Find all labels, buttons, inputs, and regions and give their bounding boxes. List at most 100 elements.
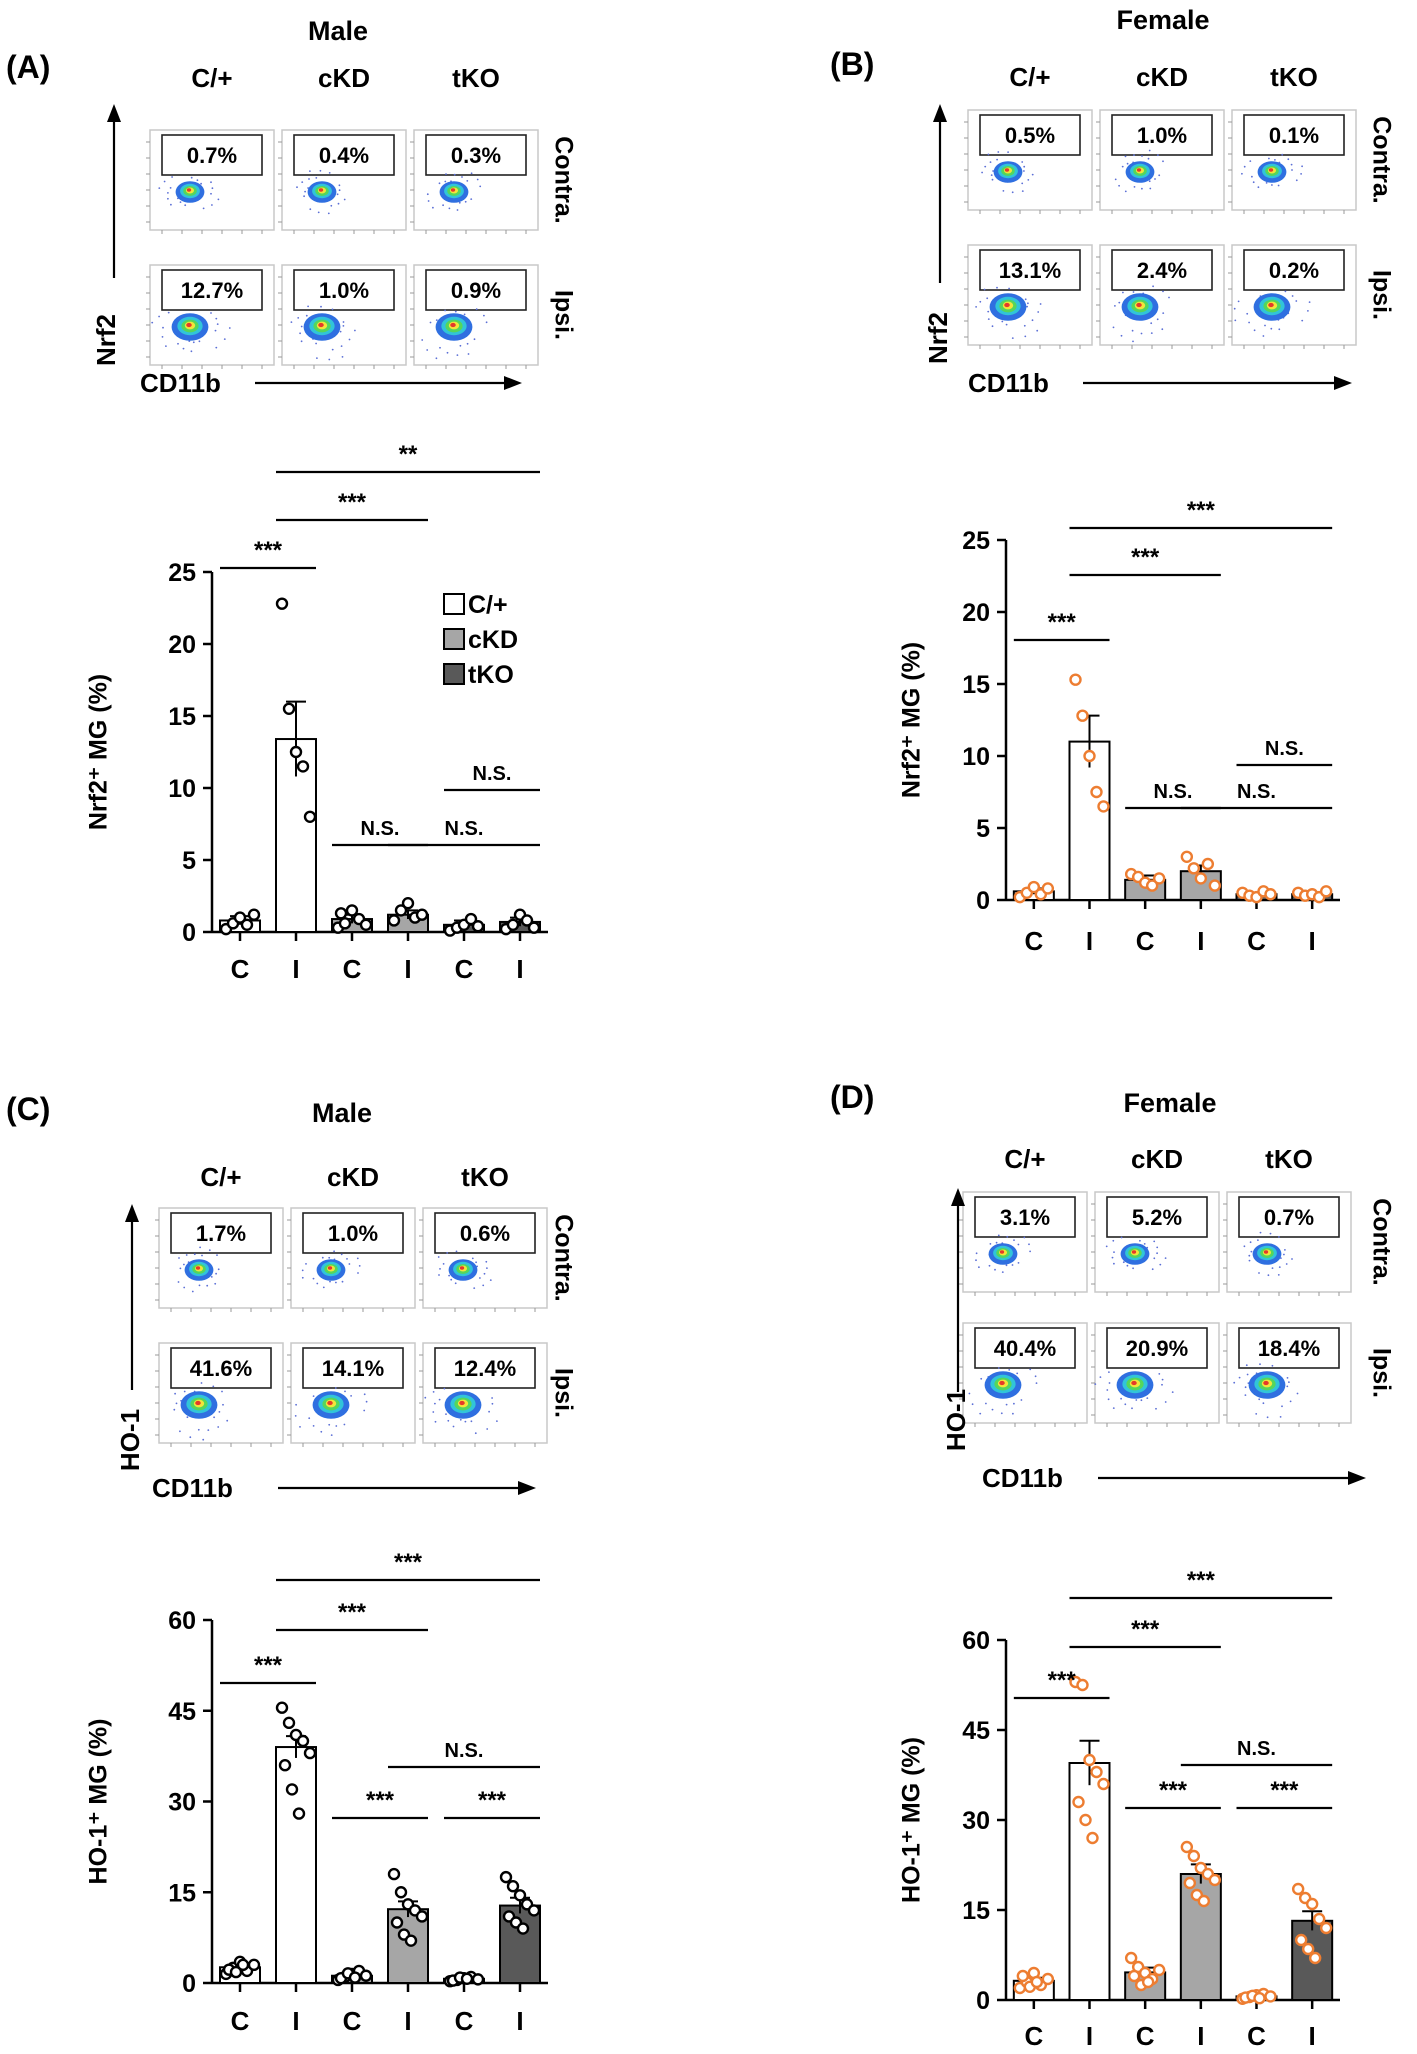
flow-scatter-dot — [426, 349, 429, 351]
flow-scatter-dot — [363, 1393, 366, 1396]
data-point — [1308, 1951, 1322, 1965]
flow-plot: 18.4% — [1223, 1322, 1352, 1427]
sex-title: Female — [1116, 5, 1209, 35]
flow-scatter-dot — [1162, 160, 1164, 163]
flow-density-red — [327, 1266, 333, 1270]
gate-percent: 2.4% — [1137, 258, 1187, 283]
flow-scatter-dot — [1120, 334, 1123, 337]
flow-scatter-dot — [1168, 296, 1170, 299]
flow-scatter-dot — [1112, 326, 1115, 329]
data-point — [345, 904, 359, 917]
legend-swatch — [443, 663, 465, 685]
data-point — [338, 917, 352, 930]
gate-box — [170, 1212, 272, 1254]
flow-scatter-dot — [1139, 1239, 1141, 1242]
flow-scatter-dot — [491, 1397, 493, 1399]
flow-scatter-dot — [312, 1425, 315, 1427]
flow-scatter-dot — [1020, 1399, 1023, 1401]
x-arrow-head — [518, 1481, 536, 1495]
group-header: C/+ — [1009, 62, 1050, 92]
flow-scatter-dot — [1120, 1236, 1123, 1239]
data-point — [1072, 1795, 1085, 1809]
x-tick-label: C — [1024, 926, 1043, 956]
y-tick-label: 0 — [976, 1987, 990, 2015]
flow-scatter-dot — [1029, 1368, 1032, 1371]
flow-scatter-dot — [482, 1284, 485, 1287]
data-point — [236, 1958, 250, 1972]
flow-scatter-dot — [320, 305, 322, 308]
flow-scatter-dot — [1290, 163, 1293, 166]
significance-label: *** — [1270, 1777, 1299, 1804]
flow-scatter-dot — [1150, 322, 1153, 325]
data-point — [1180, 1840, 1194, 1854]
flow-plot: 0.7% — [1223, 1191, 1352, 1296]
flow-density-red — [318, 188, 324, 192]
flow-scatter-dot — [177, 1281, 180, 1283]
flow-scatter-dot — [427, 200, 430, 202]
flow-scatter-dot — [210, 1276, 213, 1278]
flow-scatter-dot — [322, 1286, 325, 1289]
flow-scatter-dot — [192, 341, 195, 344]
flow-scatter-dot — [330, 1434, 333, 1436]
flow-scatter-dot — [221, 1390, 223, 1393]
flow-scatter-dot — [1267, 1274, 1270, 1277]
flow-scatter-dot — [1234, 319, 1237, 322]
flow-scatter-dot — [1148, 149, 1151, 152]
gate-box — [1238, 1196, 1340, 1238]
x-tick-label: I — [292, 2006, 299, 2036]
flow-scatter-dot — [1243, 1245, 1246, 1248]
flow-scatter-dot — [179, 201, 182, 204]
gate-box — [170, 1347, 272, 1389]
flow-scatter-dot — [301, 1269, 304, 1272]
flow-scatter-dot — [328, 172, 331, 174]
flow-scatter-dot — [1271, 1364, 1274, 1367]
flow-scatter-dot — [994, 1268, 996, 1271]
x-arrow-head — [1334, 376, 1352, 390]
flow-scatter-dot — [216, 323, 219, 325]
flow-plot: 1.7% — [155, 1207, 284, 1312]
flow-scatter-dot — [222, 1403, 224, 1406]
flow-plot: 13.1% — [964, 244, 1093, 349]
gate-box — [425, 269, 527, 311]
flow-plot: 2.4% — [1096, 244, 1225, 349]
flow-scatter-dot — [1037, 311, 1040, 313]
flow-scatter-dot — [343, 1423, 346, 1426]
flow-scatter-dot — [453, 173, 456, 176]
data-point — [247, 1958, 261, 1972]
y-tick-label: 15 — [962, 671, 990, 699]
flow-scatter-dot — [459, 1418, 462, 1421]
flow-scatter-dot — [223, 338, 226, 340]
flow-scatter-dot — [471, 1257, 474, 1260]
flow-scatter-dot — [445, 1413, 447, 1415]
flow-scatter-dot — [1099, 1376, 1102, 1378]
y-tick-label: 25 — [962, 527, 990, 555]
flow-plot: 12.4% — [419, 1342, 548, 1447]
flow-scatter-dot — [175, 1402, 178, 1405]
significance-label: N.S. — [1154, 781, 1193, 803]
data-point — [1016, 1969, 1030, 1983]
flow-scatter-dot — [151, 321, 154, 324]
flow-scatter-dot — [454, 310, 457, 313]
flow-scatter-dot — [1131, 329, 1134, 332]
flow-scatter-dot — [1008, 287, 1010, 290]
flow-scatter-dot — [196, 179, 199, 182]
flow-scatter-dot — [1034, 1375, 1037, 1378]
y-arrow-head — [933, 104, 947, 122]
flow-scatter-dot — [328, 1423, 331, 1426]
significance-label: N.S. — [361, 818, 400, 840]
flow-scatter-dot — [1027, 179, 1030, 181]
data-point — [1127, 1969, 1141, 1983]
flow-scatter-dot — [1269, 1232, 1272, 1235]
data-point — [387, 1867, 401, 1881]
bar — [1068, 740, 1111, 901]
flow-scatter-dot — [432, 1391, 435, 1393]
y-marker-label: HO-1 — [115, 1409, 145, 1471]
flow-scatter-dot — [1036, 329, 1039, 332]
significance-label: *** — [1048, 1667, 1077, 1694]
flow-scatter-dot — [442, 204, 444, 207]
flow-scatter-dot — [365, 1400, 368, 1403]
flow-density-red — [318, 322, 324, 328]
flow-scatter-dot — [1131, 1407, 1133, 1410]
gate-percent: 13.1% — [999, 258, 1061, 283]
flow-scatter-dot — [1250, 1250, 1253, 1253]
